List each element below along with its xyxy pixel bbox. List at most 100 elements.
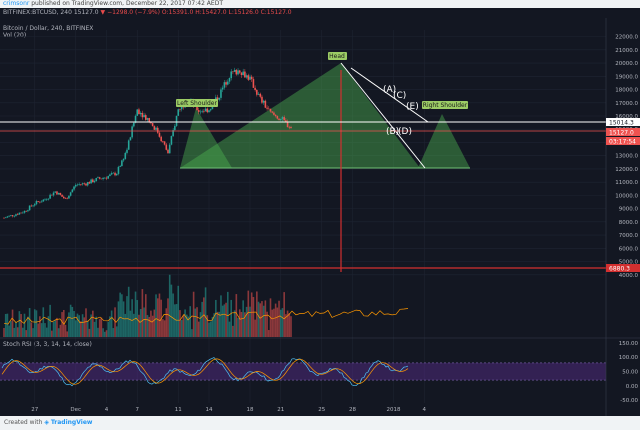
author-link[interactable]: crimsonr [3,0,30,7]
y-tick-label: 11000.0 [615,180,638,186]
volume-bar [257,301,260,337]
volume-bar [23,313,26,337]
candle-body [23,210,26,213]
x-tick-label: 4 [105,407,109,413]
candle-body [156,127,159,133]
volume-bar [199,312,202,337]
volume-bar [83,317,86,337]
candle-body [30,205,33,207]
head-triangle [180,63,420,168]
volume-bar [95,316,98,337]
candle-body [98,177,101,179]
candle-body [54,191,57,193]
volume-bar [237,317,239,337]
x-tick-label: 7 [136,407,140,413]
candle-body [141,112,144,118]
volume-bar [13,327,16,337]
rsi-band [0,362,606,381]
volume-bar [139,309,142,337]
volume-bar [92,310,94,337]
candle-body [131,126,133,138]
y-tick-label: 20000.0 [615,61,638,67]
candle-body [271,111,274,113]
volume-bar [76,313,79,337]
volume-bar [216,311,219,337]
candle-body [163,141,166,145]
volume-bar [90,314,92,337]
candle-body [64,198,67,199]
volume-bar [110,310,113,337]
volume-bar [256,291,258,337]
volume-bar [182,315,185,337]
candle-body [78,184,80,185]
tradingview-link[interactable]: TradingView [50,419,93,426]
volume-bar [134,291,137,337]
candle-body [203,111,205,112]
volume-bar [51,330,53,337]
head-label: Head [329,53,345,60]
y-tick-label: 5000.0 [619,260,639,266]
candle-body [27,210,29,212]
y-tick-label: 21000.0 [615,48,638,54]
candle-body [273,112,275,115]
volume-bar [223,304,226,337]
candle-body [238,70,241,73]
candle-body [112,172,115,174]
candle-body [109,174,111,177]
volume-bar [215,299,217,337]
candle-body [174,125,176,131]
volume-bar [196,307,198,337]
volume-bar [73,310,75,337]
candle-body [162,141,164,142]
volume-bar [45,327,48,337]
volume-bar [11,309,14,337]
volume-bar [114,307,116,337]
wave-b-label: (B) [386,127,399,137]
volume-bar [20,314,22,337]
candle-body [197,110,200,112]
candle-body [160,136,162,142]
y-tick-label: 6000.0 [619,246,639,252]
x-tick-label: Dec [70,407,81,413]
candle-body [13,215,16,217]
volume-bar [213,313,215,337]
volume-bar [81,314,84,337]
rsi-tick-label: 0.00 [626,384,639,390]
volume-bar [225,302,227,337]
y-tick-label: 9000.0 [619,207,639,213]
volume-bar [144,294,147,337]
candle-body [179,109,181,110]
volume-bar [57,328,60,337]
candle-body [167,149,169,154]
right-shoulder-triangle [418,114,470,168]
volume-bar [28,308,31,337]
volume-bar [42,307,45,337]
left-shoulder-label: Left Shoulder [177,100,217,107]
tradingview-logo-icon: ◈ [44,419,49,426]
stoch-rsi-pane [0,337,640,387]
upper-wedge-line [350,67,429,123]
volume-ma-line [3,308,409,325]
volume-bar [194,308,197,337]
volume-bar [74,320,77,337]
candle-body [15,214,17,216]
symbol-name: BITFINEX:BTCUSD, 240 [3,9,72,16]
candle-body [240,72,243,76]
volume-bar [30,322,33,337]
candle-body [25,210,28,212]
volume-bar [249,306,251,337]
candle-body [288,127,291,128]
volume-bar [211,316,214,337]
volume-bar [153,309,156,337]
volume-bar [105,330,108,337]
candle-body [228,78,231,82]
candle-body [252,79,255,88]
candle-body [66,198,69,200]
rsi-k-line [1,357,409,387]
x-tick-label: 25 [318,407,325,413]
volume-bar [119,292,121,337]
candle-body [3,217,5,219]
candle-body [51,194,53,196]
y-tick-label: 17000.0 [615,101,638,107]
